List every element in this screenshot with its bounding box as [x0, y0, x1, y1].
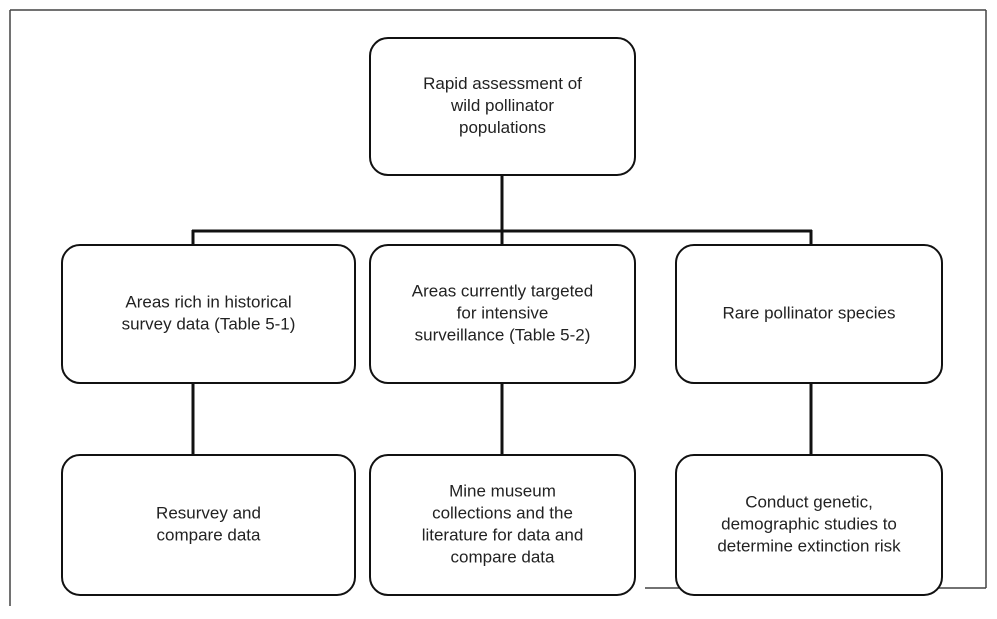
node: Areas currently targeted for intensive sur… [369, 244, 636, 384]
node-box [61, 454, 356, 596]
node-label: compare data [451, 547, 555, 566]
node-box [675, 454, 943, 596]
node-label: determine extinction risk [717, 536, 901, 555]
node-label: for intensive [457, 303, 549, 322]
node-box [369, 454, 636, 596]
node: Rare pollinator species [675, 244, 943, 384]
node-label: populations [459, 118, 546, 137]
node-box [369, 37, 636, 176]
node: Resurvey and compare data [61, 454, 356, 596]
node-label: Mine museum [449, 481, 556, 500]
node-label: demographic studies to [721, 514, 897, 533]
node: Conduct genetic, demographic studies to de… [675, 454, 943, 596]
node-label: Rare pollinator species [723, 303, 896, 322]
node-label: Resurvey and [156, 503, 261, 522]
node-label: survey data (Table 5-1) [122, 314, 296, 333]
node-label: Rapid assessment of [423, 74, 582, 93]
node-box [61, 244, 356, 384]
node-label: literature for data and [422, 525, 584, 544]
node-box [369, 244, 636, 384]
node: Areas rich in historical survey data (Tab… [61, 244, 356, 384]
connectors [191, 175, 813, 456]
node-box [675, 244, 943, 384]
node-label: wild pollinator [450, 96, 554, 115]
node-label: collections and the [432, 503, 573, 522]
node-label: Conduct genetic, [745, 492, 873, 511]
node-label: surveillance (Table 5-2) [415, 325, 591, 344]
node: Mine museum collections and the literature… [369, 454, 636, 596]
node-label: Areas currently targeted [412, 281, 593, 300]
nodes: Rapid assessment of wild pollinator popula… [61, 37, 943, 596]
node-label: Areas rich in historical [125, 292, 291, 311]
node-label: compare data [157, 525, 261, 544]
node: Rapid assessment of wild pollinator popula… [369, 37, 636, 176]
